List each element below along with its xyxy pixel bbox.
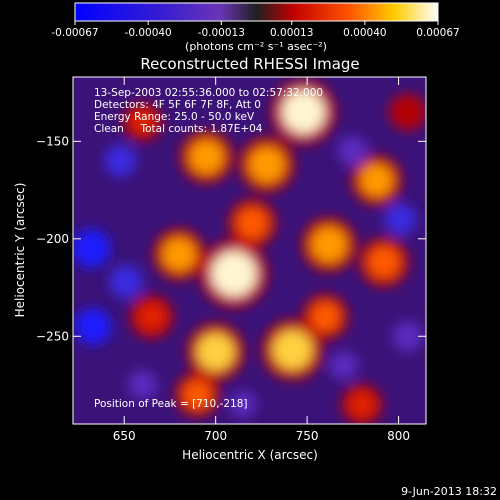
bright-source (196, 332, 235, 371)
dark-source (229, 391, 257, 418)
bright-source (183, 380, 212, 409)
y-tick-label: −200 (36, 232, 69, 246)
bright-source (311, 226, 347, 263)
bright-source (130, 109, 155, 134)
dark-source (128, 370, 158, 400)
x-tick-label: 650 (113, 429, 136, 443)
annotation-time: 13-Sep-2003 02:55:36.000 to 02:57:32.000 (94, 87, 323, 99)
colorbar-tick-label: 0.00040 (343, 27, 386, 39)
dark-source (384, 203, 417, 236)
x-tick-label: 700 (204, 429, 227, 443)
bright-source (137, 303, 166, 331)
bright-source (272, 329, 313, 371)
dark-source (337, 135, 369, 167)
annotation-energy: Energy Range: 25.0 - 50.0 keV (94, 111, 255, 123)
colorbar-tick-label: -0.00067 (51, 27, 98, 39)
colorbar (74, 2, 439, 22)
colorbar-ticks: -0.00067 -0.00040 -0.00013 0.00013 0.00040 0.… (51, 21, 460, 39)
axis-ticks: 650 700 750 800 −150 −200 −250 (36, 77, 426, 443)
bright-source (368, 246, 400, 279)
bright-source (248, 146, 285, 183)
bright-source (281, 90, 326, 134)
bright-source (360, 163, 393, 197)
bright-source (189, 139, 224, 175)
colorbar-tick-label: 0.00013 (270, 27, 313, 39)
x-tick-label: 750 (296, 429, 319, 443)
dark-source (392, 321, 423, 352)
dark-source (73, 229, 111, 268)
dark-source (109, 264, 143, 299)
bright-source (396, 100, 420, 124)
colorbar-tick-label: -0.00013 (198, 27, 245, 39)
y-tick-label: −150 (36, 134, 69, 148)
y-tick-label: −250 (36, 329, 69, 343)
annotation-counts: Clean Total counts: 1.87E+04 (94, 123, 263, 135)
dark-source (74, 308, 112, 345)
y-axis-label: Heliocentric Y (arcsec) (13, 183, 27, 318)
heatmap-image (73, 77, 426, 424)
bright-source (162, 237, 196, 272)
bright-source (211, 251, 257, 297)
dark-source (329, 351, 358, 380)
annotation-detectors: Detectors: 4F 5F 6F 7F 8F, Att 0 (94, 99, 261, 111)
bright-source (236, 207, 268, 239)
colorbar-tick-label: -0.00040 (125, 27, 172, 39)
plot-frame (72, 76, 427, 425)
colorbar-unit-label: (photons cm⁻² s⁻¹ asec⁻²) (185, 40, 327, 53)
x-tick-label: 800 (387, 429, 410, 443)
bright-source (310, 302, 341, 332)
bright-source (349, 391, 375, 418)
dark-source (104, 144, 137, 177)
timestamp: 9-Jun-2013 18:32 (401, 485, 497, 498)
chart-title: Reconstructed RHESSI Image (140, 55, 359, 73)
x-axis-label: Heliocentric X (arcsec) (182, 448, 318, 462)
peak-position-label: Position of Peak = [710,-218] (94, 398, 248, 410)
colorbar-tick-label: 0.00067 (416, 27, 459, 39)
